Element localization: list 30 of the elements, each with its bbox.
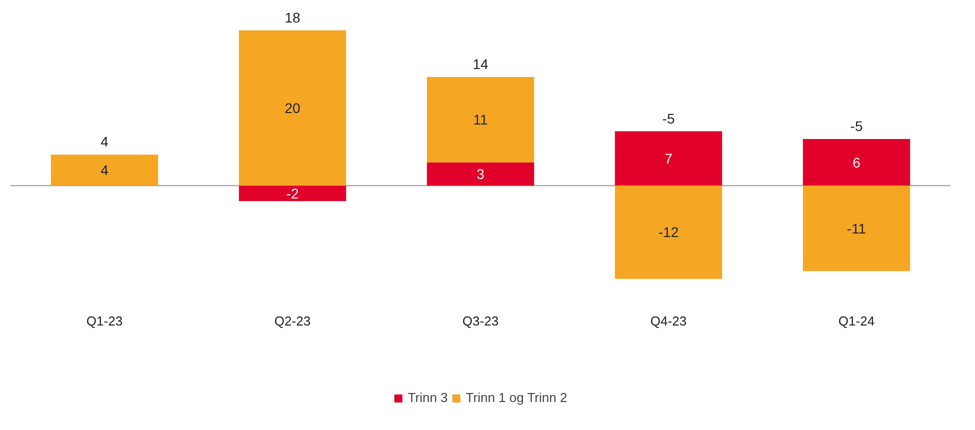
bar bbox=[426, 162, 534, 186]
total-label: 14 bbox=[472, 56, 488, 72]
x-tick-label: Q2-23 bbox=[274, 314, 311, 329]
x-tick-label: Q1-23 bbox=[86, 314, 123, 329]
data-label: 4 bbox=[100, 162, 109, 178]
bar bbox=[802, 186, 910, 272]
legend-label: Trinn 3 bbox=[408, 390, 448, 405]
data-label: -12 bbox=[658, 224, 679, 240]
bar bbox=[614, 131, 722, 186]
data-label: -2 bbox=[286, 185, 299, 202]
total-label: 4 bbox=[100, 134, 109, 150]
data-label: 3 bbox=[476, 166, 485, 182]
data-label: 20 bbox=[284, 100, 300, 116]
data-label: 7 bbox=[664, 150, 673, 166]
data-label: -11 bbox=[846, 220, 866, 236]
data-label: 11 bbox=[473, 112, 488, 128]
bar bbox=[614, 186, 722, 279]
bar bbox=[802, 139, 910, 186]
bar bbox=[426, 76, 534, 162]
bar bbox=[238, 30, 346, 186]
total-label: -5 bbox=[850, 118, 863, 134]
x-tick-label: Q4-23 bbox=[650, 314, 687, 329]
bar bbox=[238, 186, 346, 202]
bar bbox=[50, 154, 158, 186]
legend-label: Trinn 1 og Trinn 2 bbox=[466, 390, 568, 405]
x-tick-label: Q1-24 bbox=[838, 314, 875, 329]
total-label: -5 bbox=[662, 110, 675, 126]
data-label: 6 bbox=[852, 154, 861, 170]
total-label: 18 bbox=[284, 9, 300, 26]
x-tick-label: Q3-23 bbox=[462, 314, 499, 329]
